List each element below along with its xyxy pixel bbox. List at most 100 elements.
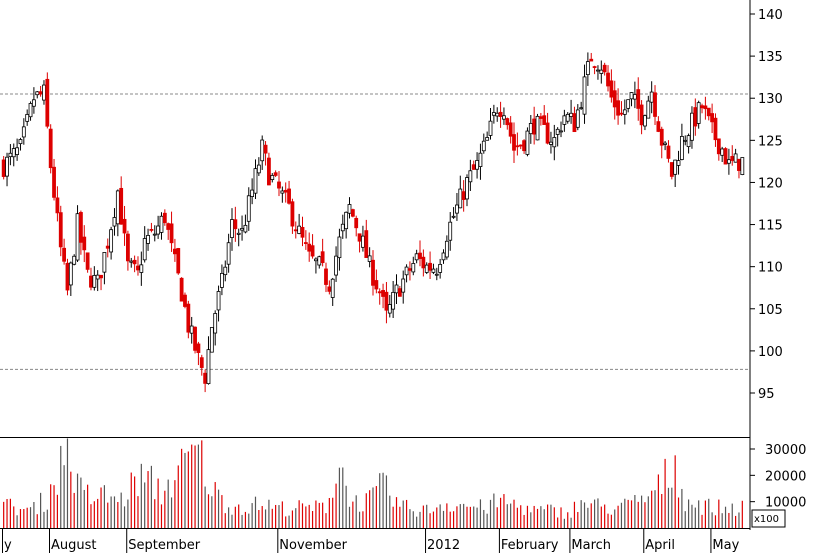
candle-body [21,126,26,138]
candle-body [367,255,372,262]
candlestick [666,140,671,163]
candle-body [438,263,443,273]
candle-body [535,115,540,141]
candle-body [622,109,627,115]
candlestick [575,104,580,131]
candle-body [515,145,520,148]
candle-body [300,226,305,238]
candlestick [62,238,67,265]
candlestick [656,116,661,133]
candle-body [653,92,657,117]
candle-body [226,242,231,265]
candle-body [270,175,275,180]
candle-body [303,242,308,244]
candle-body [186,303,191,333]
candle-body [162,212,167,224]
candle-body [149,229,154,231]
candle-body [676,160,681,166]
candle-body [75,213,80,261]
candle-body [679,135,684,160]
candlestick [196,341,201,366]
candlestick [344,211,349,239]
candlestick [28,101,33,121]
price-tick-label: 135 [758,50,783,65]
candle-body [596,69,600,72]
candle-body [256,164,261,174]
month-axis-labels: y August September November 2012 February Marc… [2,528,740,553]
candle-body [330,278,335,298]
candlestick [716,138,721,161]
candlestick [508,116,513,144]
candle-body [408,268,412,271]
candlestick [82,225,87,263]
candle-body [105,245,110,249]
candlestick [465,174,469,207]
candlestick [404,264,409,283]
candle-body [643,115,647,127]
candlestick [488,108,493,140]
candlestick [602,62,607,76]
candlestick [287,180,291,205]
candlestick [468,159,473,191]
candlestick [347,197,352,219]
candlestick [270,173,275,183]
candle-body [683,139,688,142]
candle-body [592,66,597,68]
candle-body [726,159,731,164]
candlestick [45,72,50,129]
candle-body [277,181,281,189]
candle-body [585,61,590,76]
candle-body [424,264,429,273]
candle-body [42,84,46,101]
candle-body [139,264,144,273]
candlestick [85,252,90,273]
candle-body [216,291,221,311]
candle-body [502,115,506,120]
candle-body [146,235,150,244]
candle-body [414,253,419,261]
volume-tick-label: 20000 [765,469,806,484]
candle-body [310,245,315,257]
candle-body [384,291,389,311]
candle-body [455,204,459,214]
candle-body [418,252,422,259]
candlestick [5,152,9,187]
candle-body [616,100,620,116]
candle-body [65,262,70,291]
candle-body [159,215,164,233]
candle-body [354,217,359,229]
candlestick [616,88,620,125]
candlestick [498,101,503,128]
candlestick [663,140,667,151]
candle-body [461,191,466,200]
candlestick [676,150,681,175]
candlestick [243,214,248,234]
candle-body [538,116,543,119]
candle-body [562,115,567,125]
candlestick [659,126,664,159]
candle-body [122,218,127,234]
candlestick [233,206,238,242]
candle-body [646,100,651,119]
candlestick [68,261,73,296]
reference-lines [0,93,750,370]
candlestick [122,205,127,246]
candle-body [132,259,137,265]
candlestick [139,251,144,286]
candle-body [173,248,177,255]
candle-body [401,278,406,293]
candlestick [58,205,63,257]
candle-body [48,128,53,169]
candle-body [317,256,322,266]
candle-body [142,238,147,261]
price-tick-label: 100 [758,345,783,360]
candle-body [495,112,500,117]
candle-body [582,76,587,115]
volume-tick-label: 10000 [765,496,806,511]
candle-body [488,120,493,136]
candle-body [669,162,674,177]
candle-body [693,107,698,127]
candlestick [542,105,547,125]
candle-body [324,268,328,285]
